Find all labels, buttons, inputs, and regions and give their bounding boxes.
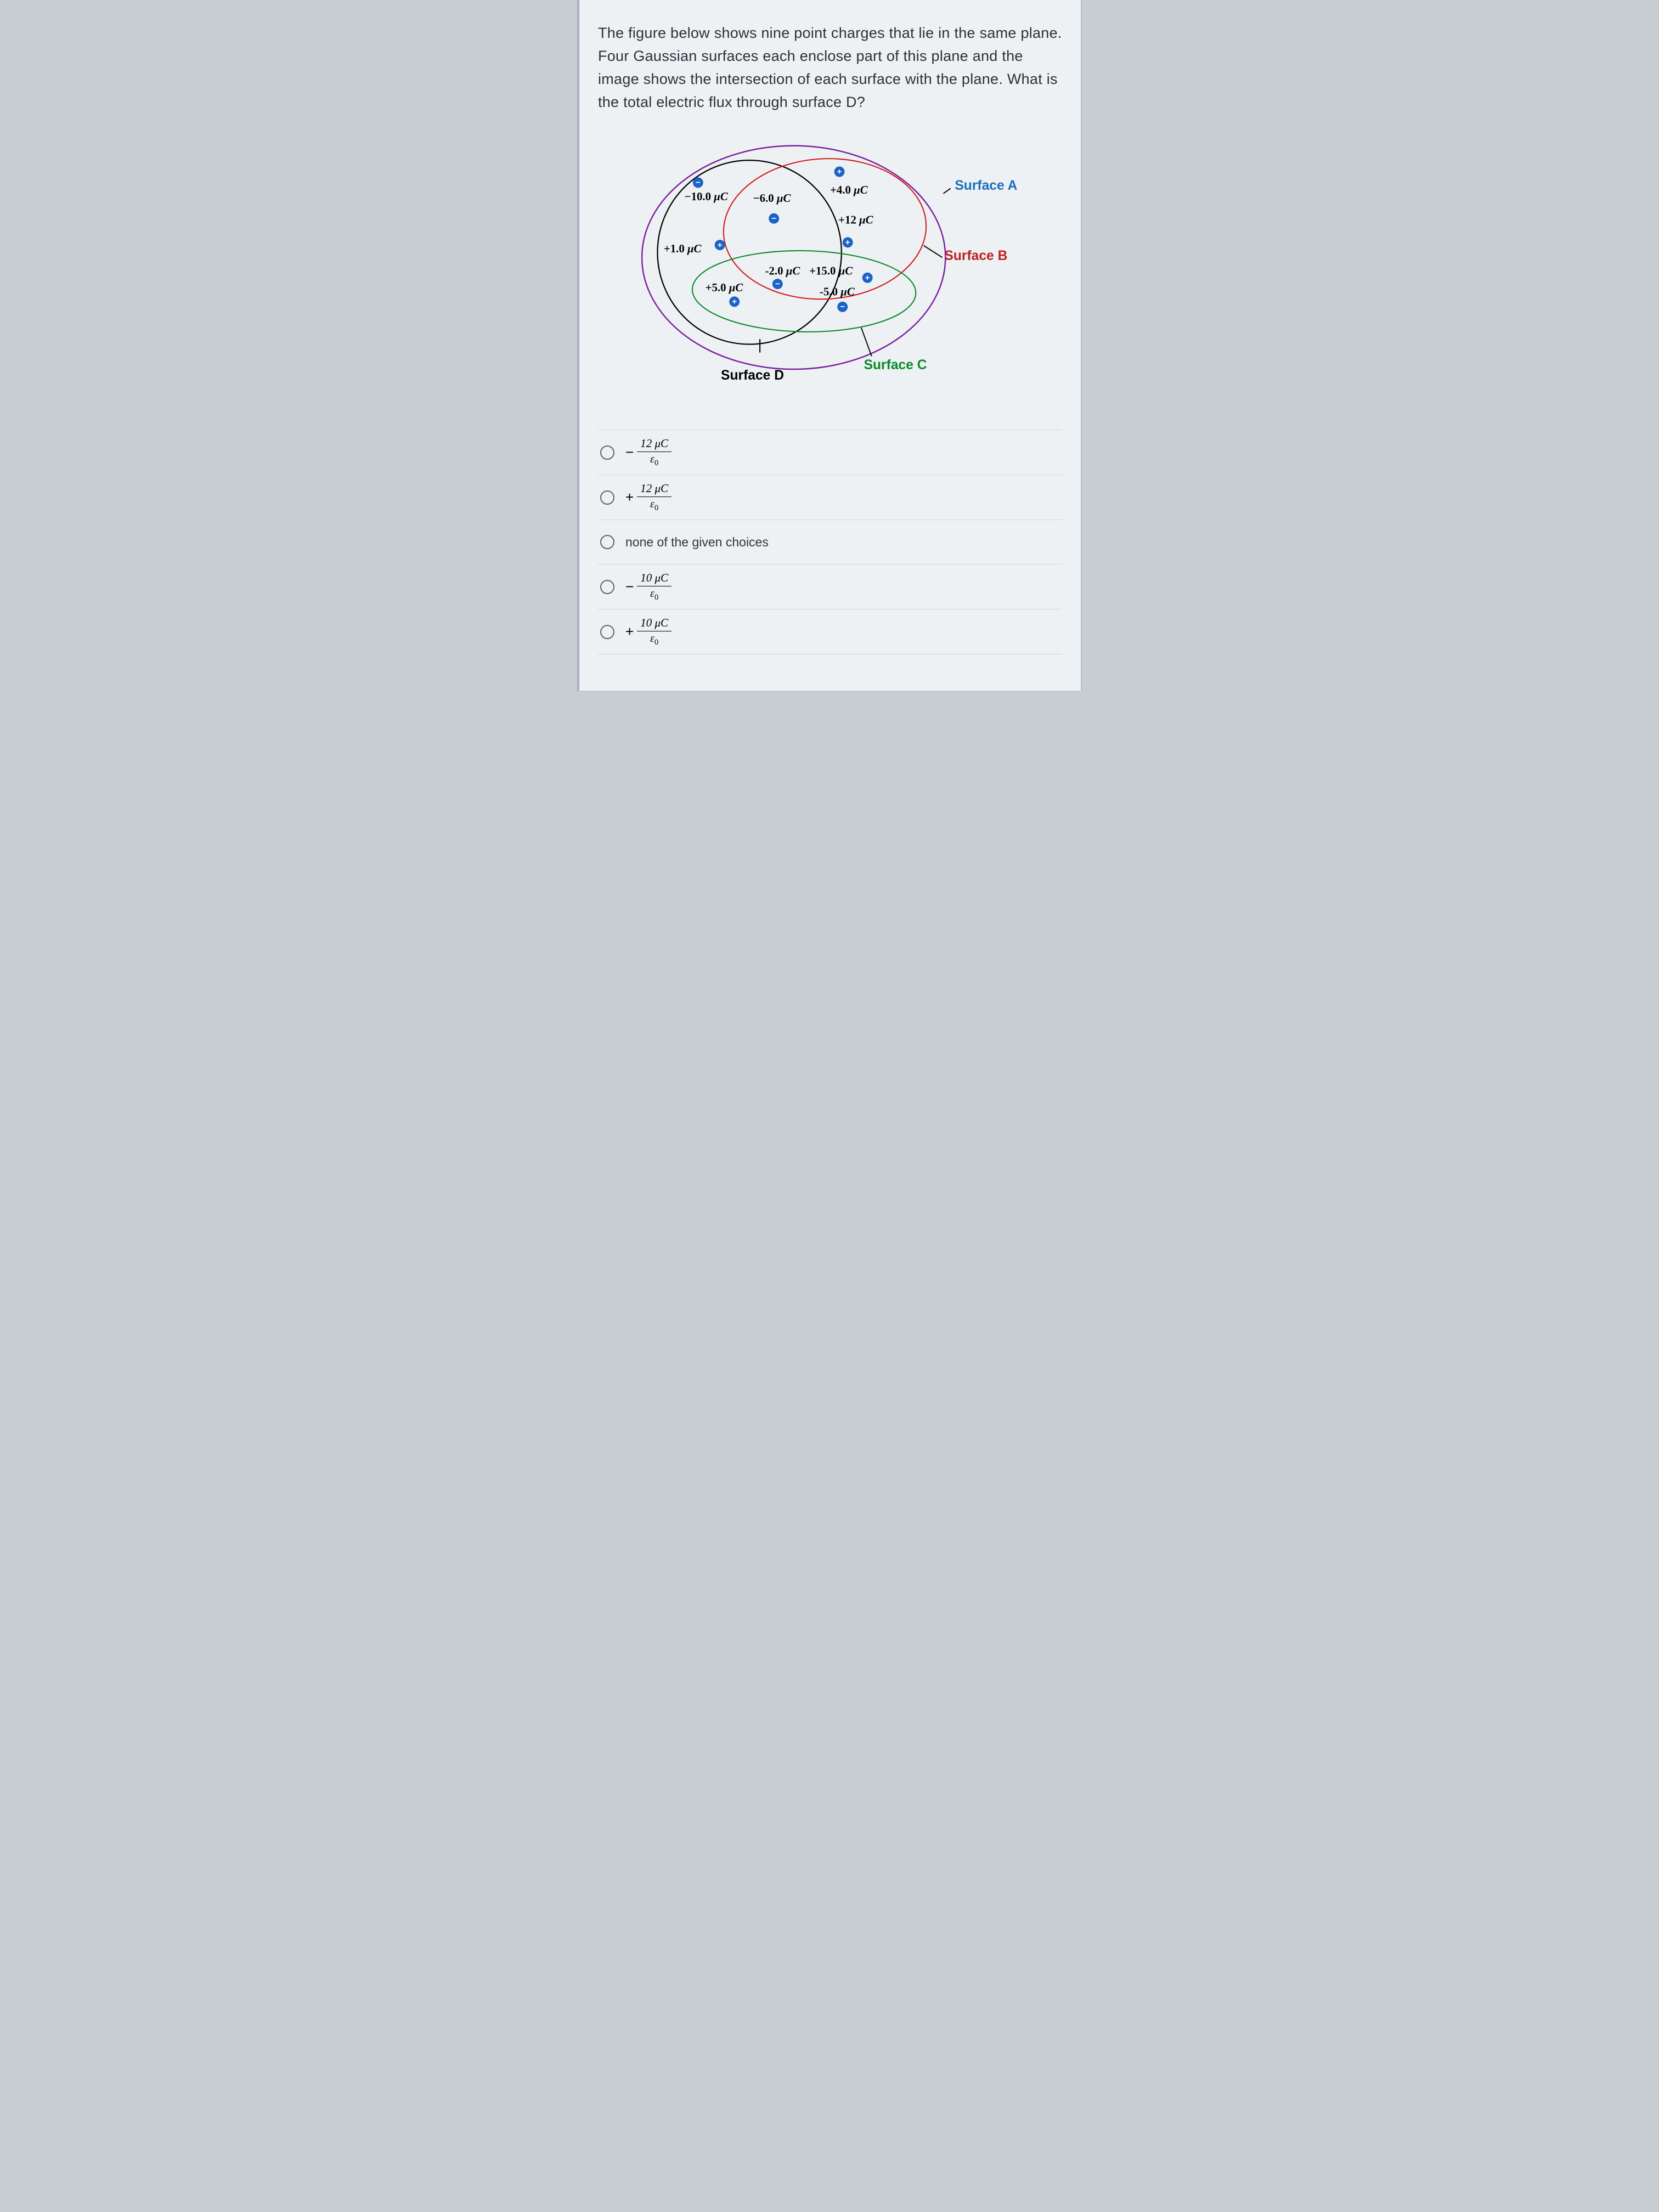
- option-row-4[interactable]: +10 μCε0: [598, 610, 1062, 654]
- charge-sign-3: +: [845, 238, 850, 247]
- charge-label-5: -2.0 μC: [765, 264, 801, 278]
- surface-c-leader: [861, 328, 872, 357]
- surface-a-label: Surface A: [955, 179, 1017, 194]
- option-radio-2[interactable]: [600, 535, 614, 549]
- option-row-2[interactable]: none of the given choices: [598, 520, 1062, 565]
- surface-b-label: Surface B: [944, 249, 1007, 263]
- option-fraction-0: −12 μCε0: [625, 437, 672, 468]
- charge-sign-7: +: [732, 297, 737, 307]
- surface-b-leader: [924, 246, 943, 258]
- option-radio-1[interactable]: [600, 490, 614, 505]
- answer-options: −12 μCε0 +12 μCε0 none of the given choice…: [598, 430, 1062, 654]
- charge-sign-2: +: [837, 167, 842, 177]
- option-fraction-3: −10 μCε0: [625, 571, 672, 602]
- surface-a-leader: [944, 189, 951, 194]
- surface-d-label: Surface D: [721, 368, 784, 383]
- charge-label-2: +4.0 μC: [830, 183, 868, 196]
- charge-label-3: +12 μC: [838, 213, 873, 227]
- figure-diagram: Surface A Surface B Surface C Surface D − −10…: [633, 128, 1028, 413]
- option-fraction-4: +10 μCε0: [625, 616, 672, 647]
- charge-sign-5: −: [775, 280, 780, 289]
- option-radio-4[interactable]: [600, 625, 614, 639]
- charge-label-1: −6.0 μC: [753, 191, 792, 205]
- charge-sign-8: −: [840, 302, 845, 312]
- option-row-1[interactable]: +12 μCε0: [598, 475, 1062, 520]
- charge-label-4: +1.0 μC: [664, 242, 702, 255]
- charge-sign-0: −: [696, 178, 701, 188]
- option-row-3[interactable]: −10 μCε0: [598, 565, 1062, 610]
- option-radio-3[interactable]: [600, 580, 614, 594]
- charge-label-8: -5.0 μC: [820, 285, 855, 298]
- charge-label-7: +5.0 μC: [706, 281, 744, 294]
- surface-c-label: Surface C: [864, 358, 927, 373]
- option-row-0[interactable]: −12 μCε0: [598, 430, 1062, 475]
- option-fraction-1: +12 μCε0: [625, 482, 672, 513]
- charge-sign-6: +: [865, 273, 870, 283]
- option-text-2: none of the given choices: [625, 535, 769, 550]
- question-text: The figure below shows nine point charge…: [598, 22, 1062, 114]
- charge-sign-1: −: [771, 214, 776, 223]
- question-card: The figure below shows nine point charge…: [577, 0, 1082, 691]
- charge-sign-4: +: [718, 241, 723, 250]
- option-radio-0[interactable]: [600, 445, 614, 460]
- charge-label-6: +15.0 μC: [809, 264, 853, 278]
- charge-label-0: −10.0 μC: [685, 190, 729, 203]
